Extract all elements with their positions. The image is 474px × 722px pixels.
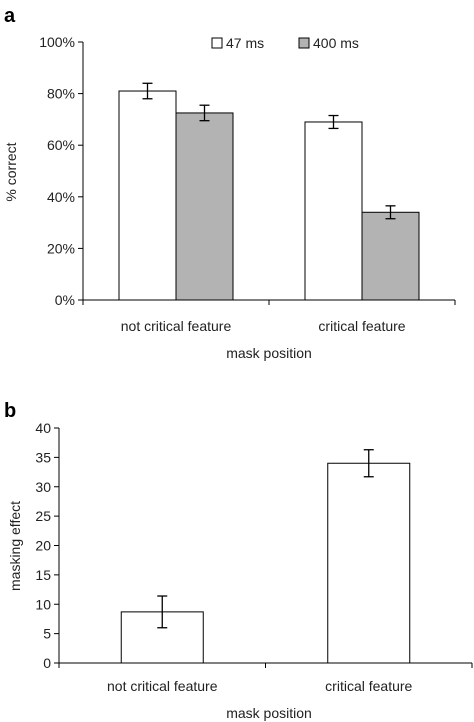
x-category-label: critical feature — [318, 318, 405, 334]
legend-swatch — [211, 37, 223, 49]
bar — [118, 90, 177, 301]
x-category-label: critical feature — [325, 678, 412, 694]
x-category-label: not critical feature — [107, 678, 218, 694]
y-tick-label: 35 — [35, 449, 51, 465]
legend-label: 400 ms — [313, 35, 359, 51]
chart-panel-a: a % correct mask position 0% 20% 40% 60% 80%… — [3, 5, 456, 361]
y-tick-label: 10 — [35, 596, 51, 612]
bar — [304, 121, 363, 301]
y-tick-label: 0 — [43, 655, 51, 671]
panel-b-ylabel: masking effect — [7, 501, 23, 591]
y-tick-label: 80% — [47, 86, 75, 102]
y-tick-label: 0% — [55, 292, 75, 308]
chart-panel-b: b masking effect mask position 0 5 10 15 20 2… — [4, 400, 473, 721]
legend-swatch — [298, 37, 310, 49]
bar — [361, 211, 420, 301]
x-category-label: not critical feature — [121, 318, 232, 334]
y-tick-label: 20% — [47, 240, 75, 256]
y-tick-label: 15 — [35, 567, 51, 583]
y-tick-label: 60% — [47, 137, 75, 153]
y-tick-label: 25 — [35, 508, 51, 524]
legend: 47 ms 400 ms — [211, 35, 359, 51]
y-tick-label: 40% — [47, 189, 75, 205]
legend-label: 47 ms — [226, 35, 264, 51]
panel-b-xlabel: mask position — [226, 705, 312, 721]
y-tick-label: 5 — [43, 626, 51, 642]
panel-a-label: a — [4, 5, 16, 27]
panel-b-label: b — [4, 400, 16, 422]
bar — [175, 112, 234, 301]
y-tick-label: 100% — [39, 34, 75, 50]
bar — [327, 462, 411, 664]
panel-a-ylabel: % correct — [3, 142, 19, 201]
panel-a-xlabel: mask position — [226, 345, 312, 361]
y-tick-label: 40 — [35, 420, 51, 436]
y-tick-label: 20 — [35, 538, 51, 554]
y-tick-label: 30 — [35, 479, 51, 495]
